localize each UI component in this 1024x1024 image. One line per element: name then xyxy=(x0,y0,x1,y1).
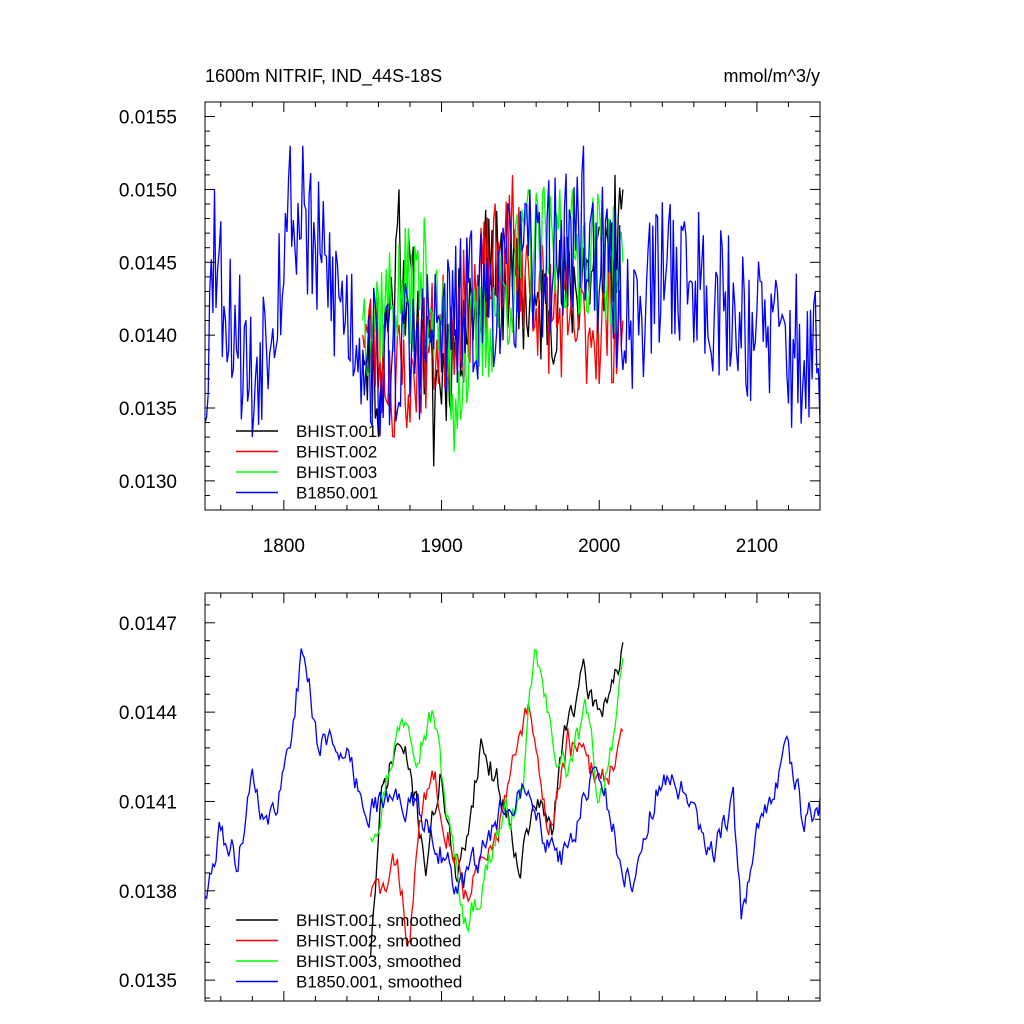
legend-label: BHIST.002 xyxy=(296,443,377,462)
x-tick-label: 2000 xyxy=(578,536,620,557)
top-panel-title: 1600m NITRIF, IND_44S-18S xyxy=(205,66,442,87)
legend-label: B1850.001 xyxy=(296,484,378,503)
legend-label: BHIST.001, smoothed xyxy=(296,911,461,930)
y-tick-label: 0.0145 xyxy=(119,253,177,274)
bottom-panel: 0.0135 0.0138 0.0141 0.0144 0.0147 BHIST.001… xyxy=(119,592,821,1002)
top-panel: 1600m NITRIF, IND_44S-18S mmol/m^3/y 180… xyxy=(119,66,821,557)
legend-label: B1850.001, smoothed xyxy=(296,973,462,992)
y-tick-label: 0.0141 xyxy=(119,792,177,813)
series-line-bhist-002-smoothed xyxy=(369,703,624,947)
y-tick-label: 0.0150 xyxy=(119,180,177,201)
y-tick-label: 0.0155 xyxy=(119,108,177,129)
y-tick-label: 0.0147 xyxy=(119,614,177,635)
top-panel-series xyxy=(204,145,821,467)
series-line-bhist-003-smoothed xyxy=(369,648,624,934)
top-panel-units: mmol/m^3/y xyxy=(724,66,820,86)
y-tick-label: 0.0140 xyxy=(119,326,177,347)
legend-label: BHIST.003, smoothed xyxy=(296,952,461,971)
y-tick-label: 0.0130 xyxy=(119,472,177,493)
series-line-b1850-001-smoothed xyxy=(204,648,821,920)
bottom-panel-ticks: 0.0135 0.0138 0.0141 0.0144 0.0147 xyxy=(119,593,821,1001)
legend-label: BHIST.002, smoothed xyxy=(296,932,461,951)
x-tick-label: 1900 xyxy=(420,536,462,557)
bottom-panel-series xyxy=(204,642,821,957)
y-tick-label: 0.0135 xyxy=(119,971,177,992)
series-line-bhist-001-smoothed xyxy=(369,642,624,957)
bottom-panel-legend: BHIST.001, smoothed BHIST.002, smoothedBH… xyxy=(236,911,462,992)
series-line-bhist-002 xyxy=(362,174,624,439)
top-panel-ticks: 1800 1900 2000 2100 0.0130 0.0135 0.0140 0.0145… xyxy=(119,102,821,557)
y-tick-label: 0.0138 xyxy=(119,882,177,903)
legend-label: BHIST.001 xyxy=(296,422,377,441)
bottom-panel-frame xyxy=(204,592,821,1002)
y-tick-label: 0.0135 xyxy=(119,399,177,420)
series-line-b1850-001 xyxy=(204,145,821,438)
x-tick-label: 1800 xyxy=(263,536,305,557)
x-tick-label: 2100 xyxy=(736,536,778,557)
y-tick-label: 0.0144 xyxy=(119,703,178,724)
legend-label: BHIST.003 xyxy=(296,463,377,482)
